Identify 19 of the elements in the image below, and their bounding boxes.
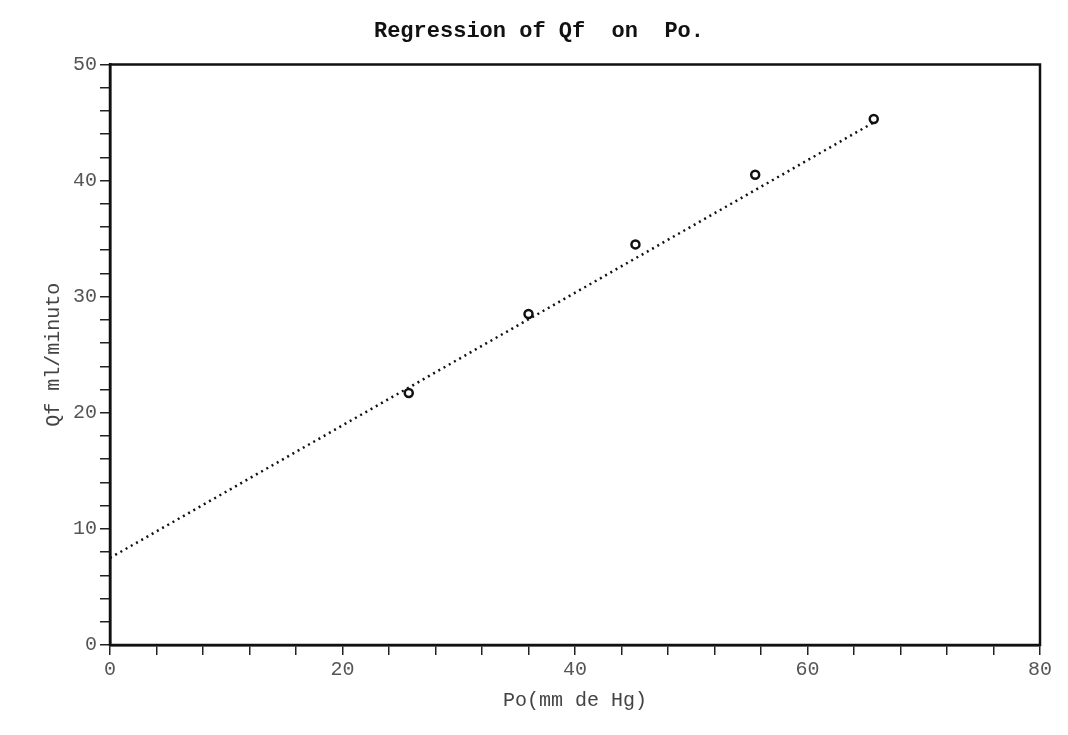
x-tick-label: 0 — [104, 658, 117, 682]
point — [749, 169, 761, 180]
point — [868, 113, 880, 125]
y-tick-label: 30 — [72, 284, 97, 308]
point — [523, 308, 534, 320]
point — [630, 239, 641, 250]
y-tick-label: 50 — [72, 52, 97, 76]
x-tick-label: 60 — [795, 658, 820, 682]
x-axis-title: Po(mm de Hg) — [502, 689, 648, 713]
y-axis-title: Qf ml/minuto — [42, 282, 66, 427]
y-tick-label: 10 — [72, 517, 97, 541]
x-tick-label: 20 — [330, 658, 355, 682]
point — [403, 387, 415, 399]
chart-title: Regression of Qf on Po. — [373, 18, 705, 44]
y-tick-label: 40 — [72, 168, 97, 192]
x-tick-label: 40 — [562, 658, 588, 682]
y-tick-label: 20 — [72, 401, 97, 425]
x-tick-label: 80 — [1027, 658, 1053, 682]
y-tick-label: 0 — [84, 633, 97, 657]
